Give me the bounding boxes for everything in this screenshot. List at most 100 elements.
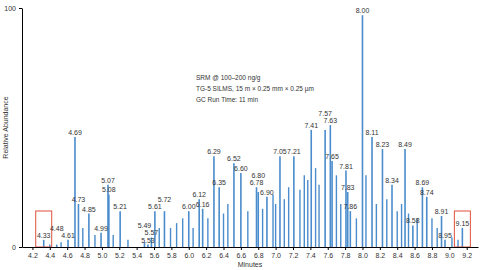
peak bbox=[371, 137, 373, 247]
plot: 4.24.44.64.85.05.25.45.65.86.06.26.46.66… bbox=[4, 5, 478, 259]
x-tick-label: 6.0 bbox=[184, 252, 194, 259]
minor-peak bbox=[401, 204, 402, 247]
x-tick-mark bbox=[224, 247, 225, 250]
peak-label: 5.72 bbox=[158, 196, 172, 203]
x-tick-mark bbox=[137, 247, 138, 250]
x-tick-mark bbox=[189, 247, 190, 250]
peak bbox=[218, 187, 220, 247]
peak-label: 8.34 bbox=[385, 177, 399, 184]
peaks bbox=[44, 15, 463, 247]
peak bbox=[422, 187, 424, 247]
peak bbox=[324, 130, 326, 247]
peak bbox=[240, 173, 242, 247]
peak-label: 6.35 bbox=[212, 179, 226, 186]
peak bbox=[293, 156, 295, 247]
x-tick-mark bbox=[432, 247, 433, 250]
minor-peak bbox=[299, 190, 300, 247]
peak bbox=[330, 125, 332, 247]
peak-label: 7.05 bbox=[273, 148, 287, 155]
minor-peak bbox=[223, 214, 224, 247]
peak-label: 8.58 bbox=[406, 217, 420, 224]
x-tick-mark bbox=[154, 247, 155, 250]
y-tick-label: 100 bbox=[4, 5, 16, 12]
x-tick-label: 6.8 bbox=[254, 252, 264, 259]
peak-label: 5.61 bbox=[148, 203, 162, 210]
peak-label: 5.49 bbox=[138, 222, 152, 229]
peak-label: 6.52 bbox=[227, 155, 241, 162]
x-tick-mark bbox=[310, 247, 311, 250]
peak-label: 6.80 bbox=[251, 172, 265, 179]
peak-label: 4.61 bbox=[61, 232, 75, 239]
peak-label: 7.81 bbox=[339, 163, 353, 170]
x-tick: 5.4 bbox=[132, 247, 142, 259]
y-axis-line bbox=[22, 9, 23, 248]
x-tick-label: 7.4 bbox=[306, 252, 316, 259]
chart: 4.24.44.64.85.05.25.45.65.86.06.26.46.66… bbox=[0, 0, 487, 270]
minor-peak bbox=[227, 204, 228, 247]
y-tick-mark bbox=[19, 247, 22, 248]
x-tick-mark bbox=[171, 247, 172, 250]
peak-label: 6.90 bbox=[260, 189, 274, 196]
x-tick-mark bbox=[449, 247, 450, 250]
peak-label: 8.11 bbox=[365, 129, 378, 136]
minor-peak bbox=[159, 228, 160, 247]
minor-peak bbox=[397, 211, 398, 247]
minor-peak bbox=[315, 168, 316, 247]
minor-peak bbox=[275, 204, 276, 247]
annotation: GC Run Time: 11 min bbox=[196, 96, 258, 103]
peak-label: 7.57 bbox=[318, 110, 332, 117]
peak bbox=[266, 197, 268, 247]
peak-label: 7.83 bbox=[341, 184, 355, 191]
annotation: SRM @ 100–200 ng/g bbox=[196, 74, 261, 82]
peak-label: 6.00 bbox=[182, 203, 196, 210]
peak bbox=[100, 233, 102, 247]
peak-label: 6.12 bbox=[192, 191, 206, 198]
peak bbox=[56, 245, 58, 247]
x-tick-label: 4.6 bbox=[63, 252, 73, 259]
x-tick: 6.2 bbox=[202, 247, 212, 259]
minor-peak bbox=[431, 218, 432, 247]
minor-peak bbox=[94, 235, 95, 247]
x-tick-label: 4.4 bbox=[45, 252, 55, 259]
x-tick-mark bbox=[362, 247, 363, 250]
peak-label: 9.15 bbox=[456, 220, 470, 227]
peak-label: 7.63 bbox=[324, 117, 338, 124]
x-tick: 4.4 bbox=[45, 247, 55, 259]
x-tick-mark bbox=[67, 247, 68, 250]
minor-peak bbox=[176, 223, 177, 247]
peak-label: 5.21 bbox=[113, 203, 127, 210]
x-tick-label: 6.6 bbox=[237, 252, 247, 259]
peak bbox=[347, 192, 349, 247]
x-tick-label: 7.0 bbox=[271, 252, 281, 259]
peak bbox=[257, 192, 259, 247]
minor-peak bbox=[451, 237, 452, 247]
minor-peak bbox=[262, 209, 263, 247]
peak-label: 8.74 bbox=[420, 189, 434, 196]
peak-label: 7.41 bbox=[304, 122, 318, 129]
x-tick: 5.2 bbox=[115, 247, 125, 259]
annotation: TG-5 SILMS, 15 m × 0.25 mm × 0.25 µm bbox=[196, 85, 314, 93]
y-tick: 0 bbox=[12, 244, 22, 251]
x-tick-label: 8.4 bbox=[393, 252, 403, 259]
x-tick: 5.0 bbox=[98, 247, 108, 259]
x-axis-line bbox=[23, 247, 479, 248]
minor-peak bbox=[457, 240, 458, 247]
minor-peak bbox=[340, 204, 341, 247]
peak bbox=[310, 130, 312, 247]
peak bbox=[107, 185, 109, 247]
peak bbox=[164, 211, 166, 247]
x-tick-label: 8.0 bbox=[358, 252, 368, 259]
x-tick-mark bbox=[380, 247, 381, 250]
peak bbox=[202, 209, 204, 247]
peak bbox=[279, 156, 281, 247]
peak bbox=[444, 240, 446, 247]
peak bbox=[43, 240, 45, 247]
x-tick-label: 7.2 bbox=[289, 252, 299, 259]
peak-label: 8.23 bbox=[376, 141, 390, 148]
peak bbox=[256, 187, 258, 247]
x-tick-label: 8.6 bbox=[410, 252, 420, 259]
minor-peak bbox=[207, 218, 208, 247]
y-axis-title: Relative Abundance bbox=[2, 96, 9, 158]
peak bbox=[391, 185, 393, 247]
peak-label: 7.21 bbox=[287, 148, 301, 155]
